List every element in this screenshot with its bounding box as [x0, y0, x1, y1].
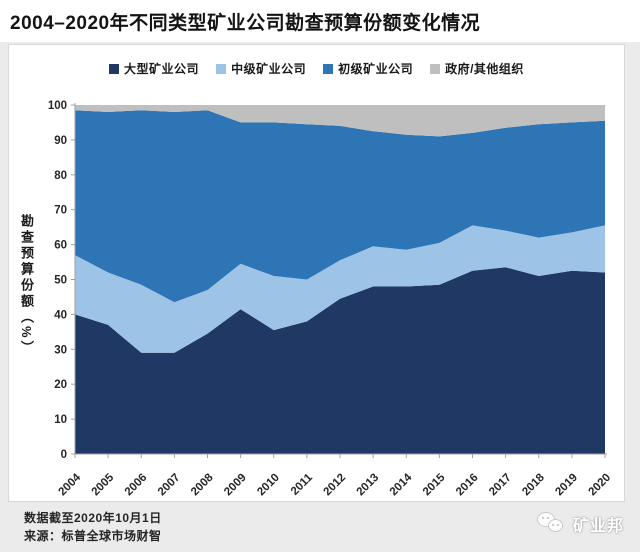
brand-name: 矿业邦 — [572, 518, 624, 535]
legend-label-large-miners: 大型矿业公司 — [124, 62, 200, 76]
page-title: 2004–2020年不同类型矿业公司勘查预算份额变化情况 — [10, 12, 481, 34]
brand-logo: 矿业邦 — [536, 506, 624, 542]
footer-data-note: 数据截至2020年10月1日 — [24, 511, 162, 525]
x-tick-label: 2015 — [421, 471, 448, 498]
title-bar: 2004–2020年不同类型矿业公司勘查预算份额变化情况 — [0, 0, 640, 42]
x-tick-label: 2009 — [222, 472, 249, 499]
area-mid-miners — [75, 225, 605, 353]
legend-item-mid-miners: 中级矿业公司 — [216, 60, 306, 77]
x-tick-label: 2013 — [355, 472, 382, 499]
y-tick-label: 0 — [61, 449, 67, 461]
area-large-miners — [75, 267, 605, 454]
x-tick-label: 2014 — [388, 471, 415, 498]
x-tick-label: 2006 — [123, 472, 150, 499]
y-tick-label: 60 — [54, 240, 67, 252]
legend-label-junior-miners: 初级矿业公司 — [338, 62, 414, 76]
legend-item-government-other: 政府/其他组织 — [430, 60, 524, 77]
legend-swatch-junior-miners-icon — [323, 63, 334, 74]
y-tick-label: 20 — [54, 379, 67, 391]
legend-item-junior-miners: 初级矿业公司 — [323, 60, 413, 77]
y-tick-label: 30 — [54, 344, 67, 356]
chart-panel: 大型矿业公司 中级矿业公司 初级矿业公司 政府/其他组织 勘查预算份额（%） 0… — [8, 44, 625, 502]
x-tick-label: 2008 — [189, 471, 216, 498]
area-government-other — [75, 105, 605, 137]
footer-source: 来源：标普全球市场财智 — [24, 529, 162, 543]
x-tick-label: 2018 — [520, 471, 547, 498]
x-tick-label: 2016 — [454, 472, 481, 499]
legend-label-mid-miners: 中级矿业公司 — [231, 62, 307, 76]
chat-bubbles-icon — [536, 510, 567, 538]
area-junior-miners — [75, 110, 605, 303]
y-tick-label: 90 — [54, 135, 67, 147]
x-tick-label: 2007 — [156, 472, 183, 499]
y-tick-label: 100 — [48, 100, 67, 112]
x-tick-label: 2020 — [587, 472, 614, 499]
legend-swatch-large-miners-icon — [109, 63, 120, 74]
chart-legend: 大型矿业公司 中级矿业公司 初级矿业公司 政府/其他组织 — [9, 60, 624, 77]
y-tick-label: 40 — [54, 309, 67, 321]
legend-label-government-other: 政府/其他组织 — [445, 62, 524, 76]
legend-swatch-mid-miners-icon — [216, 63, 227, 74]
x-tick-label: 2005 — [90, 471, 117, 498]
x-tick-label: 2012 — [322, 472, 349, 499]
y-axis-title: 勘查预算份额（%） — [19, 213, 34, 357]
x-tick-label: 2010 — [255, 472, 282, 499]
legend-swatch-government-other-icon — [430, 63, 441, 74]
x-tick-label: 2004 — [57, 471, 84, 498]
y-tick-label: 70 — [54, 205, 67, 217]
x-tick-label: 2017 — [487, 472, 514, 499]
legend-item-large-miners: 大型矿业公司 — [109, 60, 199, 77]
x-tick-label: 2011 — [289, 471, 316, 498]
y-tick-label: 80 — [54, 170, 67, 182]
y-tick-label: 10 — [54, 414, 67, 426]
x-tick-label: 2019 — [553, 472, 580, 499]
y-tick-label: 50 — [54, 275, 67, 287]
